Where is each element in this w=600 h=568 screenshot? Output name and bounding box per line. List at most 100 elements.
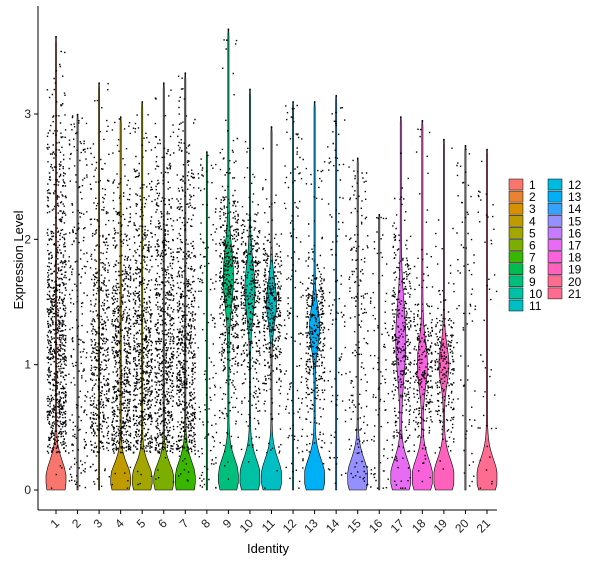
axes: [37, 6, 497, 511]
legend-swatch-21: [547, 287, 563, 300]
x-tick-label-20: 20: [452, 516, 472, 536]
x-tick-label-8: 8: [198, 516, 213, 531]
legend-label-3: 3: [529, 202, 536, 216]
points-10: [240, 141, 261, 463]
violin-12: [292, 101, 294, 491]
points-7: [175, 75, 197, 482]
points-3: [89, 83, 110, 487]
x-tick-label-14: 14: [323, 516, 343, 536]
legend-swatch-10: [508, 287, 524, 300]
max-point-5: [141, 101, 143, 103]
violin-6: [153, 82, 175, 491]
max-point-18: [421, 120, 424, 122]
legend-label-18: 18: [568, 251, 582, 265]
max-point-19: [443, 139, 445, 141]
legend-label-20: 20: [568, 275, 582, 289]
violin-14: [335, 94, 338, 491]
max-point-8: [206, 151, 208, 154]
legend-swatch-11: [508, 299, 524, 312]
legend-label-5: 5: [529, 226, 536, 240]
violin-13: [304, 101, 325, 491]
legend-swatch-2: [508, 190, 524, 203]
points-19: [434, 147, 455, 470]
legend-swatch-13: [547, 190, 563, 203]
legend-label-12: 12: [568, 178, 582, 192]
legend-label-13: 13: [568, 190, 582, 204]
max-point-1: [55, 36, 57, 38]
x-tick-label-16: 16: [366, 516, 386, 536]
points-5: [132, 114, 154, 486]
y-ticks: 0 1 2 3: [24, 107, 38, 497]
legend-swatch-1: [508, 178, 524, 191]
violin-15: [347, 157, 368, 491]
points-13: [305, 161, 326, 465]
y-axis-title: Expression Level: [11, 210, 26, 309]
legend-label-9: 9: [529, 275, 536, 289]
max-point-7: [184, 72, 187, 75]
legend-swatch-14: [547, 202, 563, 215]
y-tick-label-3: 3: [24, 107, 31, 121]
legend-label-7: 7: [529, 251, 536, 265]
max-point-6: [163, 82, 165, 85]
points-1: [46, 50, 67, 489]
x-tick-label-19: 19: [431, 516, 451, 536]
legend-swatch-17: [547, 239, 563, 251]
y-tick-label-0: 0: [24, 483, 31, 497]
points-18: [412, 128, 434, 483]
legend-label-14: 14: [568, 202, 582, 216]
max-point-11: [270, 126, 273, 128]
max-point-20: [464, 145, 467, 147]
x-tick-label-2: 2: [69, 516, 84, 531]
legend-label-1: 1: [529, 178, 536, 192]
max-point-4: [120, 116, 122, 118]
legend-swatch-4: [508, 215, 524, 227]
x-tick-label-15: 15: [344, 516, 364, 536]
legend-label-6: 6: [529, 239, 536, 253]
max-point-17: [400, 116, 402, 118]
legend-swatch-6: [508, 239, 524, 251]
legend-label-21: 21: [568, 287, 582, 301]
jitter-points-layer: [46, 28, 498, 489]
legend-swatch-8: [508, 263, 524, 275]
violin-layer: [45, 28, 498, 491]
legend-swatch-16: [547, 227, 563, 239]
legend-label-2: 2: [529, 190, 536, 204]
y-tick-label-2: 2: [24, 232, 31, 246]
max-point-21: [486, 149, 488, 151]
violin-19: [433, 138, 455, 491]
x-tick-label-3: 3: [91, 516, 106, 531]
max-point-3: [98, 82, 100, 85]
violin-9: [218, 28, 239, 491]
points-11: [262, 144, 283, 489]
x-tick-label-4: 4: [112, 516, 127, 531]
legend-swatch-5: [508, 227, 524, 239]
x-tick-label-17: 17: [388, 516, 408, 536]
x-tick-label-10: 10: [237, 516, 257, 536]
x-axis-title: Identity: [247, 541, 289, 556]
violin-21: [476, 148, 498, 491]
legend-swatch-15: [547, 215, 563, 227]
legend-label-15: 15: [568, 214, 582, 228]
x-tick-label-7: 7: [177, 516, 192, 531]
max-point-16: [378, 214, 381, 216]
legend-swatch-7: [508, 251, 524, 263]
x-tick-label-5: 5: [134, 516, 149, 531]
max-point-10: [249, 88, 251, 91]
x-tick-label-11: 11: [259, 516, 278, 535]
x-tick-label-9: 9: [220, 516, 235, 531]
legend-swatch-18: [547, 251, 563, 263]
max-point-12: [292, 101, 294, 103]
legend-label-10: 10: [529, 287, 543, 301]
max-point-15: [357, 157, 359, 160]
violin-10: [239, 88, 261, 491]
violin-8: [205, 151, 208, 491]
legend-swatch-3: [508, 202, 524, 215]
legend-label-8: 8: [529, 263, 536, 277]
x-ticks: 1 2 3 4 5 6 7 8 9 10 11 12 13 14 15 16 17 18 19 20 21: [47, 510, 493, 536]
legend-label-16: 16: [568, 226, 582, 240]
legend-label-19: 19: [568, 263, 582, 277]
x-tick-label-21: 21: [474, 516, 494, 536]
points-6: [154, 89, 175, 483]
y-tick-label-1: 1: [24, 358, 31, 372]
